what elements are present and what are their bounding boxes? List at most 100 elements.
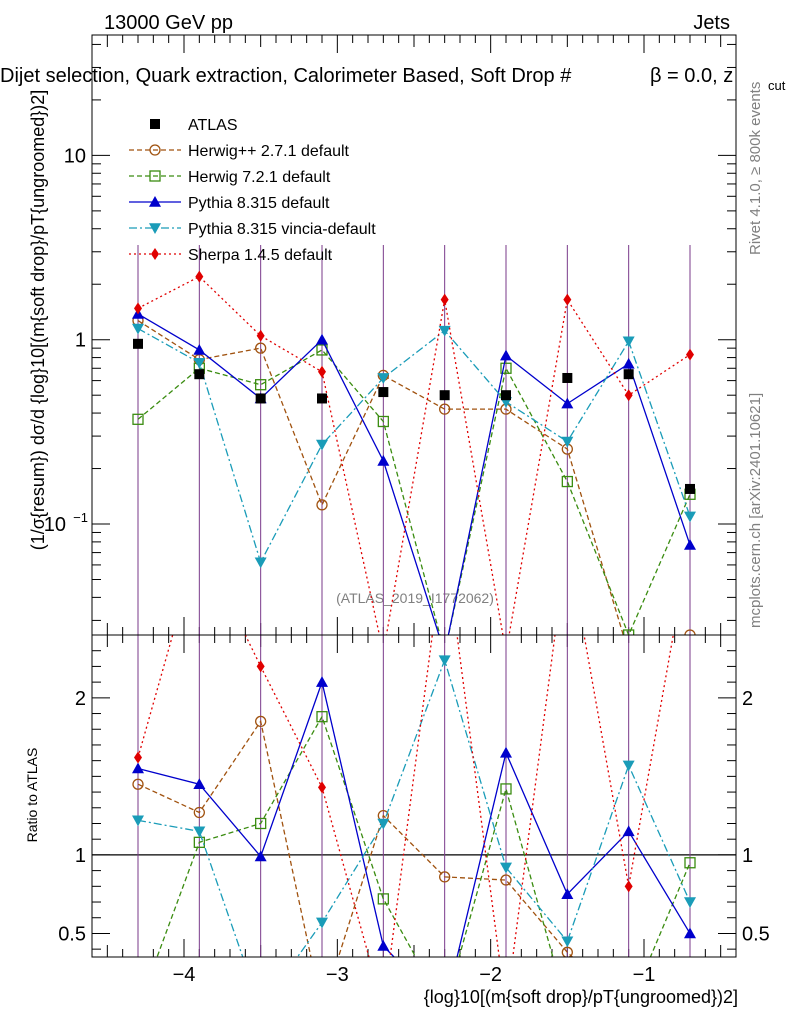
legend-marker: [149, 196, 161, 207]
data-point: [316, 499, 328, 511]
atlas-data-point: [439, 390, 450, 401]
ratio-data-point: [256, 660, 265, 673]
analysis-id: (ATLAS_2019_I1772062): [336, 590, 494, 606]
ratio-tick-label: 2: [75, 688, 86, 710]
x-tick-label: −4: [173, 964, 196, 986]
legend-label: Sherpa 1.4.5 default: [188, 247, 333, 264]
ratio-data-point: [193, 806, 205, 819]
data-point: [132, 323, 144, 335]
ratio-tick-label: 0.5: [58, 923, 86, 945]
data-point: [622, 336, 635, 348]
legend-label: Herwig 7.2.1 default: [188, 169, 331, 186]
ratio-data-point: [684, 927, 696, 939]
ratio-data-point: [500, 874, 512, 886]
data-point: [377, 415, 389, 428]
legend-marker: [150, 119, 160, 129]
ratio-data-point: [377, 893, 389, 905]
legend-label: ATLAS: [188, 117, 238, 134]
y-tick-label: 10: [44, 514, 66, 536]
main-panel: 10 −1 1 10: [44, 35, 736, 635]
data-point: [318, 365, 326, 378]
ratio-tick-label-right: 2: [742, 688, 753, 710]
atlas-data-point: [317, 393, 327, 404]
data-point: [377, 373, 390, 384]
data-point: [193, 357, 206, 369]
legend: ATLAS Herwig++ 2.7.1 default Herwig 7.2.1 …: [129, 117, 376, 264]
data-point: [684, 511, 696, 523]
series-line: [137, 349, 691, 635]
data-point: [440, 293, 449, 306]
main-ylabel-text: (1/σ{resum}) dσ/d {log}10[(m{soft drop}/…: [28, 90, 48, 551]
main-series-group: [132, 245, 696, 635]
atlas-data-point: [194, 369, 205, 380]
ratio-data-point: [684, 897, 696, 909]
ratio-data-point: [377, 940, 390, 951]
ratio-data-point: [133, 1004, 143, 1014]
y-tick-label: 10: [64, 145, 86, 167]
ratio-data-point: [193, 778, 206, 790]
title-main: Dijet selection, Quark extraction, Calor…: [0, 65, 572, 87]
data-point: [624, 389, 633, 402]
ratio-panel: −4 −3 −2 −1 0.5 0.5 1 1 2 2: [58, 635, 770, 1015]
ratio-data-point: [624, 880, 633, 893]
ratio-tick-label-right: 1: [742, 845, 753, 867]
data-point: [561, 436, 574, 448]
ratio-data-point: [255, 1004, 267, 1015]
ratio-data-point: [561, 936, 574, 948]
ratio-data-point: [316, 676, 328, 687]
ratio-tick-label: 1: [75, 845, 86, 867]
atlas-data-point: [133, 338, 143, 349]
ratio-data-point: [316, 917, 328, 929]
x-axis-label: {log}10[(m{soft drop}/pT{ungroomed})2]: [424, 987, 738, 1007]
ratio-data-point: [255, 715, 267, 728]
data-point: [254, 557, 267, 569]
ratio-ylabel: Ratio to ATLAS: [24, 748, 40, 843]
data-point: [438, 325, 451, 337]
data-point: [255, 379, 267, 391]
main-ylabel: (1/σ{resum}) dσ/d {log}10[(m{soft drop}/…: [28, 90, 48, 551]
data-point: [686, 348, 694, 361]
series-line: [137, 327, 691, 565]
ratio-data-point: [500, 783, 512, 795]
mcplots-label: mcplots.cern.ch [arXiv:2401.10621]: [747, 393, 764, 628]
data-point: [684, 538, 696, 550]
ratio-data-point: [379, 1003, 387, 1015]
ratio-data-point: [317, 1004, 327, 1014]
atlas-data-point: [685, 483, 695, 494]
x-tick-label: −2: [479, 964, 502, 986]
data-point: [684, 629, 696, 635]
legend-label: Pythia 8.315 vincia-default: [188, 221, 376, 238]
y-tick-label-power: −1: [73, 510, 88, 525]
ratio-data-point: [255, 817, 267, 830]
ratio-data-point: [318, 781, 326, 794]
ratio-ylabel-text: Ratio to ATLAS: [24, 748, 40, 843]
ratio-series-line: [137, 635, 674, 957]
atlas-data-point: [501, 390, 511, 401]
ratio-data-point: [254, 850, 267, 862]
legend-label: Herwig++ 2.7.1 default: [188, 143, 350, 160]
ratio-data-point: [684, 857, 696, 869]
data-point: [256, 329, 265, 342]
data-point: [561, 397, 574, 409]
ratio-tick-label-right: 0.5: [742, 923, 770, 945]
x-tick-label: −1: [633, 964, 656, 986]
ratio-series-line: [137, 679, 691, 957]
data-point: [316, 333, 328, 345]
ratio-data-point: [134, 751, 142, 764]
atlas-data-point: [562, 372, 573, 383]
legend-marker: [149, 223, 161, 234]
data-point: [622, 357, 635, 369]
ratio-data-point: [439, 871, 451, 883]
legend-marker: [149, 170, 161, 182]
ratio-data-point: [622, 760, 635, 772]
data-point: [255, 342, 267, 354]
data-point: [134, 302, 142, 315]
title-sub: cut: [768, 78, 786, 93]
legend-marker: [149, 144, 161, 156]
plot-title: Dijet selection, Quark extraction, Calor…: [0, 65, 786, 93]
data-point: [193, 343, 206, 355]
legend-marker: [151, 248, 159, 260]
series-line: [137, 275, 691, 635]
data-point: [623, 629, 635, 635]
